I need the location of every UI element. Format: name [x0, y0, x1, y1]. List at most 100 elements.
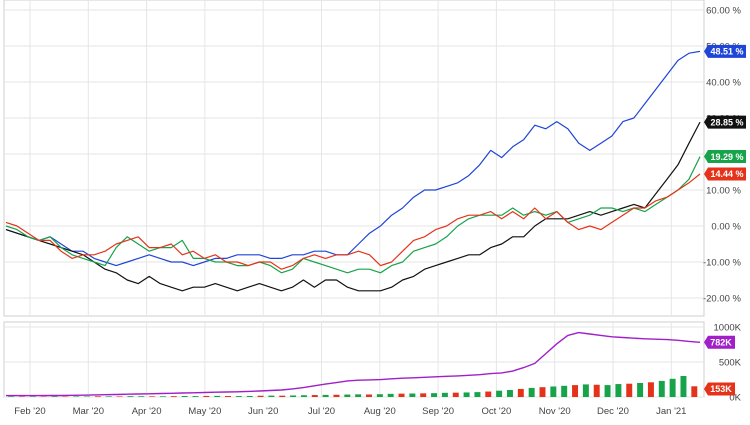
last-value-label-2: 19.29 %	[710, 152, 743, 162]
volume-bar	[279, 395, 286, 397]
series-line-0	[5, 50, 701, 267]
main-last-value-badges: 48.51 % 28.85 % 19.29 % 14.44 %	[704, 44, 746, 181]
main-y-tick-label: 0.00 %	[711, 222, 741, 233]
main-y-tick-label: -10.00 %	[703, 258, 742, 269]
x-tick-label: Jun '20	[248, 406, 278, 417]
volume-bar	[159, 396, 166, 397]
volume-bar	[626, 383, 633, 397]
x-axis: Feb '20 Mar '20 Apr '20 May '20 Jun '20 Jul '…	[14, 406, 686, 417]
last-value-label-1: 28.85 %	[710, 117, 743, 127]
volume-bar	[593, 384, 600, 397]
volume-bar	[680, 376, 687, 397]
volume-bar	[409, 393, 416, 397]
last-value-badge-2	[704, 150, 746, 164]
volume-bar	[485, 391, 492, 397]
volume-bar	[94, 396, 101, 397]
volume-bar	[506, 390, 513, 397]
volume-bar	[691, 386, 698, 397]
volume-bar	[203, 395, 210, 397]
volume-bar	[441, 392, 448, 397]
volume-bar-badge-label: 153K	[710, 384, 732, 394]
main-panel-series	[5, 50, 701, 292]
volume-bar	[333, 394, 340, 397]
volume-y-tick-label: 1000K	[714, 323, 742, 334]
volume-panel-grid	[3, 321, 705, 398]
volume-bar	[539, 387, 546, 397]
volume-bar	[528, 387, 535, 397]
volume-bar	[669, 378, 676, 397]
volume-bar	[398, 393, 405, 397]
x-tick-label: Feb '20	[14, 406, 45, 417]
main-y-tick-label: -20.00 %	[703, 294, 742, 305]
volume-y-tick-label: 500K	[719, 358, 742, 369]
volume-bar	[181, 396, 188, 397]
volume-bar	[344, 394, 351, 397]
main-panel-frame	[3, 0, 705, 317]
volume-bar	[387, 393, 394, 397]
x-tick-label: Oct '20	[481, 406, 511, 417]
volume-bar	[647, 382, 654, 397]
volume-last-value-badges: 782K 153K	[704, 335, 735, 396]
x-tick-label: Mar '20	[73, 406, 104, 417]
volume-bar	[170, 396, 177, 397]
volume-bar	[268, 395, 275, 397]
volume-bar	[496, 390, 503, 397]
volume-bar	[463, 392, 470, 397]
volume-bar	[214, 395, 221, 397]
volume-bar	[550, 386, 557, 397]
volume-bar	[116, 396, 123, 397]
series-line-3	[5, 173, 701, 270]
volume-bar	[138, 396, 145, 397]
x-tick-label: Aug '20	[364, 406, 396, 417]
volume-line	[6, 331, 701, 397]
volume-y-tick-label: 0K	[729, 393, 741, 404]
last-value-label-3: 14.44 %	[710, 169, 743, 179]
volume-bar	[658, 380, 665, 397]
volume-panel-line	[6, 331, 701, 397]
main-panel-grid	[3, 0, 705, 317]
volume-panel-bars	[8, 376, 698, 397]
volume-bar	[637, 383, 644, 397]
volume-bar	[235, 396, 242, 397]
main-y-tick-label: 60.00 %	[706, 6, 741, 17]
main-y-tick-label: 10.00 %	[706, 186, 741, 197]
x-tick-label: Dec '20	[597, 406, 629, 417]
volume-bar	[561, 385, 568, 397]
volume-bar	[246, 395, 253, 397]
volume-bar	[105, 396, 112, 397]
volume-bar	[257, 395, 264, 397]
volume-bar	[615, 384, 622, 397]
volume-bar	[311, 395, 318, 397]
volume-bar	[225, 396, 232, 397]
volume-bar	[420, 393, 427, 397]
volume-bar	[517, 388, 524, 397]
volume-bar	[366, 394, 372, 397]
last-value-label-0: 48.51 %	[710, 47, 743, 57]
x-tick-label: Sep '20	[422, 406, 454, 417]
volume-line-badge	[704, 335, 735, 349]
x-tick-label: Jul '20	[308, 406, 335, 417]
volume-y-axis: 1000K 500K 0K	[714, 323, 742, 404]
volume-bar	[474, 392, 481, 397]
volume-bar	[355, 394, 362, 397]
volume-bar	[51, 396, 58, 397]
volume-bar	[73, 396, 80, 397]
volume-bar	[8, 396, 15, 397]
volume-bar	[376, 394, 383, 397]
main-y-tick-label: 40.00 %	[706, 78, 741, 89]
volume-bar	[572, 385, 579, 397]
x-tick-label: Apr '20	[132, 406, 162, 417]
volume-bar	[582, 384, 589, 397]
volume-bar-badge	[704, 382, 735, 396]
volume-bar	[290, 395, 297, 397]
x-tick-label: May '20	[188, 406, 221, 417]
last-value-badge-1	[704, 115, 746, 129]
series-line-1	[5, 121, 701, 292]
volume-bar	[431, 393, 438, 397]
last-value-badge-3	[704, 167, 746, 181]
volume-bar	[149, 396, 156, 397]
x-tick-label: Jan '21	[656, 406, 686, 417]
volume-bar	[452, 392, 459, 397]
volume-bar	[604, 385, 611, 397]
